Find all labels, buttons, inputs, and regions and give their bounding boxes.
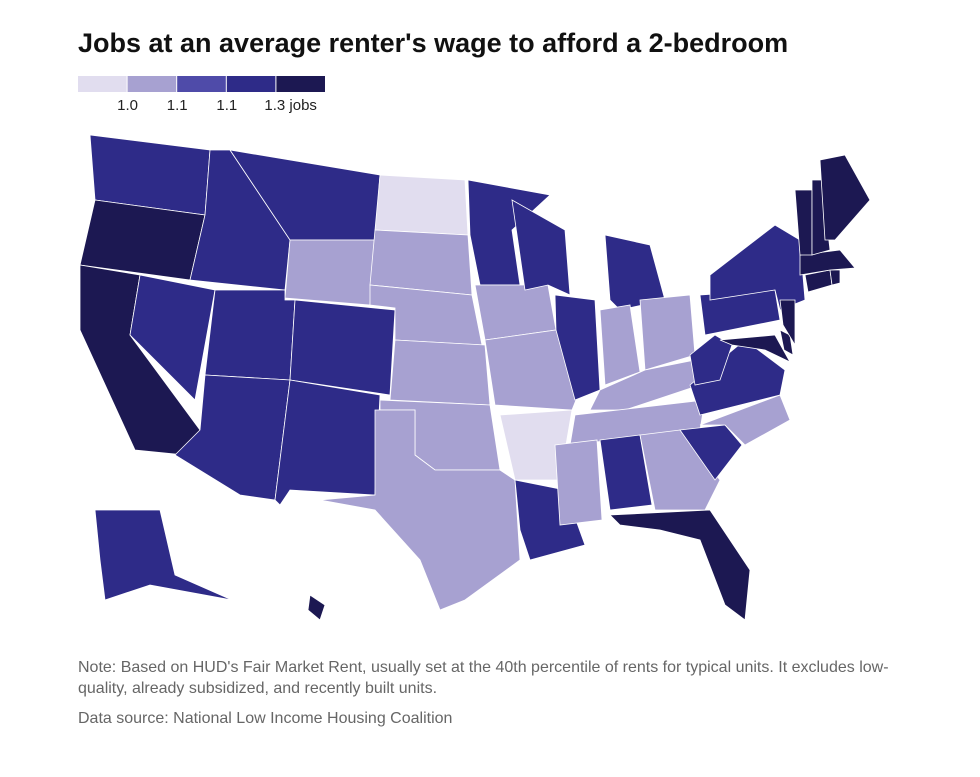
legend-swatch — [177, 76, 226, 92]
state — [599, 304, 641, 386]
state — [284, 239, 376, 306]
state — [94, 509, 233, 601]
legend-label: 1.1 — [167, 97, 188, 114]
state — [319, 409, 521, 611]
state — [274, 379, 381, 506]
legend-label: 1.0 — [117, 97, 138, 114]
state — [374, 174, 469, 236]
state — [699, 394, 791, 446]
state — [307, 594, 326, 621]
state — [639, 429, 721, 511]
state — [129, 274, 216, 401]
legend-swatch — [226, 76, 276, 92]
state — [689, 339, 786, 416]
state — [554, 439, 603, 526]
chart-title: Jobs at an average renter's wage to affo… — [78, 28, 788, 58]
state — [689, 334, 733, 386]
state — [679, 424, 743, 481]
state — [819, 154, 871, 241]
state — [289, 299, 396, 396]
legend-label: 1.3 jobs — [264, 97, 317, 114]
legend-label: 1.1 — [216, 97, 237, 114]
state — [609, 509, 751, 621]
legend-swatch — [127, 76, 177, 92]
state — [799, 249, 856, 276]
source: Data source: National Low Income Housing… — [78, 710, 453, 727]
legend-swatch — [78, 76, 127, 92]
state — [639, 294, 696, 371]
state — [204, 289, 296, 381]
state — [369, 229, 473, 296]
state — [599, 434, 653, 511]
state — [719, 334, 791, 363]
state — [829, 269, 841, 286]
state — [511, 199, 571, 296]
state — [554, 294, 601, 401]
state — [779, 299, 796, 347]
state — [389, 339, 491, 406]
legend-swatch — [276, 76, 325, 92]
note: Note: Based on HUD's Fair Market Rent, u… — [78, 659, 889, 697]
